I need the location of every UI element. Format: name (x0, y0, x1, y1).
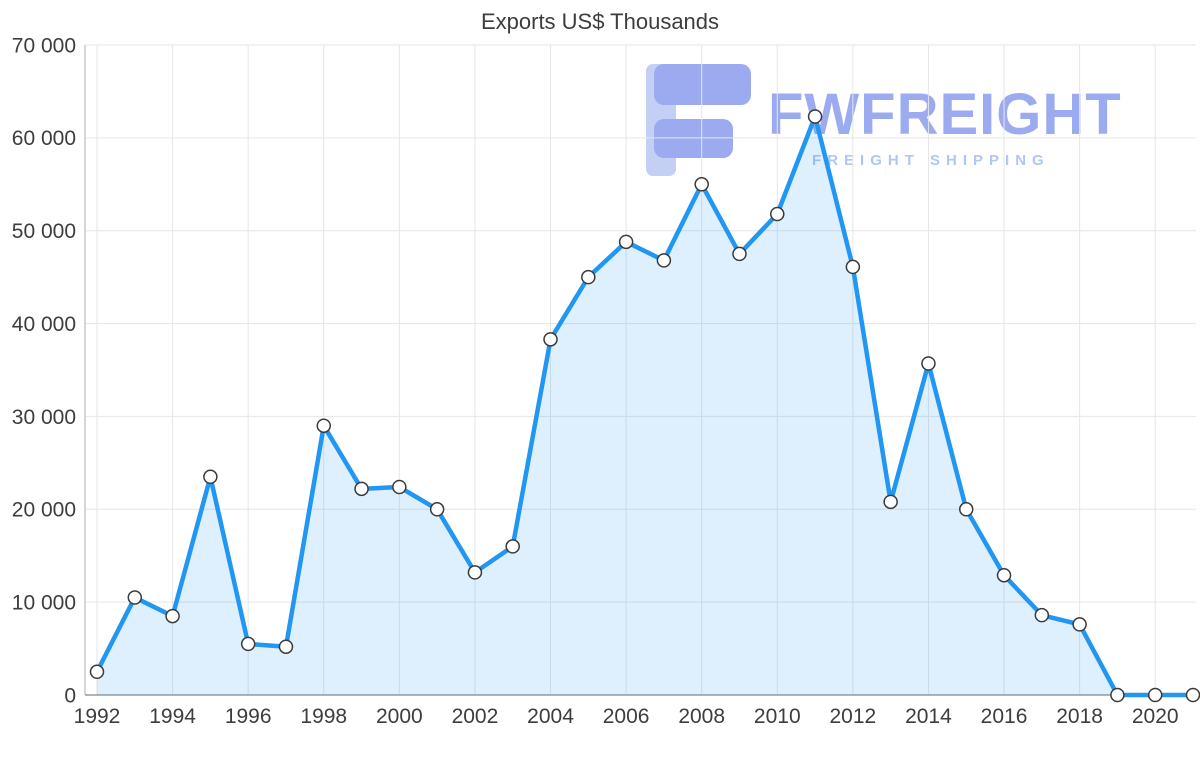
x-axis-label: 2000 (376, 705, 423, 728)
data-point-marker (958, 502, 974, 517)
watermark-brand-text: FWFREIGHT (768, 82, 1122, 147)
data-point-marker (618, 234, 634, 250)
data-point-marker (694, 177, 709, 192)
data-point-marker (996, 567, 1012, 583)
data-point-marker (505, 539, 520, 554)
fwfreight-logo-icon (646, 60, 752, 183)
watermark: FWFREIGHT FREIGHT SHIPPING (646, 60, 1122, 183)
data-point-marker (1034, 607, 1050, 623)
x-axis-label: 2006 (603, 705, 650, 728)
data-point-marker (203, 469, 218, 485)
x-axis-label: 1998 (300, 705, 347, 728)
data-point-marker (165, 608, 180, 624)
data-point-marker (656, 253, 672, 268)
data-point-marker (1147, 687, 1163, 703)
data-point-marker (316, 418, 332, 433)
x-axis-label: 2016 (981, 705, 1028, 728)
data-point-marker (883, 494, 898, 510)
y-axis-label: 20 000 (12, 499, 76, 522)
y-axis-label: 60 000 (12, 127, 76, 150)
watermark-text: FWFREIGHT FREIGHT SHIPPING (768, 82, 1122, 170)
data-point-marker (392, 479, 407, 495)
data-point-marker (467, 565, 483, 580)
data-point-marker (921, 356, 936, 371)
x-axis-label: 2020 (1132, 705, 1179, 728)
x-axis-label: 2008 (678, 705, 725, 728)
data-point-marker (354, 481, 369, 497)
data-point-marker (278, 639, 294, 654)
data-point-marker (543, 332, 558, 347)
y-axis-label: 10 000 (12, 591, 76, 614)
x-axis-label: 1994 (149, 705, 196, 728)
watermark-tagline-text: FREIGHT SHIPPING (812, 152, 1050, 169)
data-point-marker (240, 636, 256, 652)
x-axis-label: 2018 (1056, 705, 1103, 728)
data-point-marker (732, 246, 747, 262)
data-point-marker (1185, 687, 1200, 703)
data-point-marker (770, 206, 785, 222)
y-axis-label: 30 000 (12, 406, 76, 429)
x-axis-label: 2002 (452, 705, 499, 728)
data-point-marker (807, 109, 823, 124)
data-point-marker (127, 590, 143, 605)
x-axis-label: 1992 (74, 705, 121, 728)
y-axis-label: 0 (64, 684, 76, 707)
y-axis-label: 40 000 (12, 313, 76, 336)
x-axis-label: 2004 (527, 705, 574, 728)
data-point-marker (1110, 687, 1125, 703)
data-point-marker (845, 259, 861, 275)
x-axis-label: 2012 (830, 705, 877, 728)
x-axis-label: 1996 (225, 705, 272, 728)
series-area-fill (97, 116, 1193, 695)
x-axis-label: 2014 (905, 705, 952, 728)
data-point-marker (581, 269, 596, 285)
data-point-marker (429, 502, 445, 517)
x-axis-label: 2010 (754, 705, 801, 728)
data-point-marker (89, 664, 105, 680)
y-axis-label: 50 000 (12, 220, 76, 243)
y-axis-label: 70 000 (12, 34, 76, 57)
data-point-marker (1072, 617, 1087, 632)
